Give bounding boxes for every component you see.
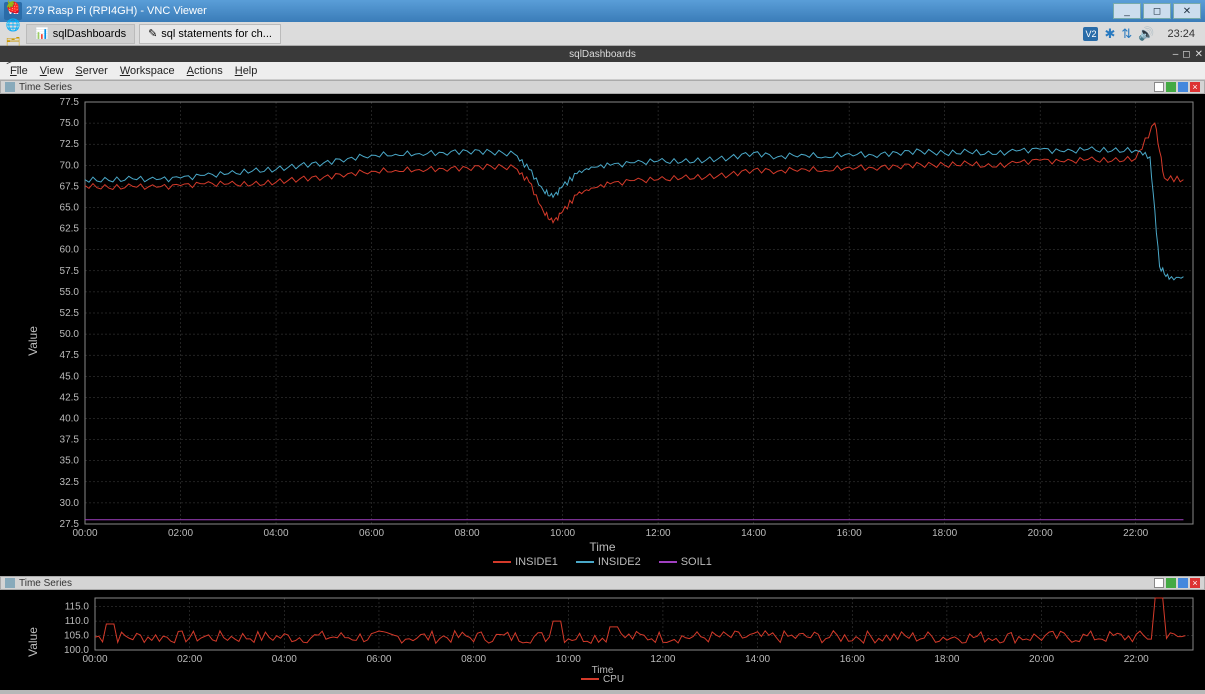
app-titlebar: sqlDashboards – ◻ ✕ xyxy=(0,46,1205,62)
panel1-btn1[interactable] xyxy=(1154,82,1164,92)
taskbar-clock: 23:24 xyxy=(1167,28,1195,40)
svg-text:30.0: 30.0 xyxy=(60,498,80,509)
vnc-tray-icon[interactable]: V2 xyxy=(1083,27,1098,41)
svg-text:65.0: 65.0 xyxy=(60,203,80,214)
svg-text:72.5: 72.5 xyxy=(60,139,80,150)
window-minimize-button[interactable]: _ xyxy=(1113,3,1141,19)
svg-text:70.0: 70.0 xyxy=(60,160,80,171)
svg-text:45.0: 45.0 xyxy=(60,371,80,382)
vnc-titlebar: V2 279 Rasp Pi (RPI4GH) - VNC Viewer _ ◻… xyxy=(0,0,1205,22)
svg-text:06:00: 06:00 xyxy=(359,528,384,539)
panel1-xlabel: Time xyxy=(589,540,615,554)
bluetooth-icon[interactable]: ✱ xyxy=(1104,26,1115,42)
svg-text:22:00: 22:00 xyxy=(1123,528,1148,539)
svg-text:02:00: 02:00 xyxy=(177,654,202,665)
panel2-icon xyxy=(5,578,15,588)
svg-text:40.0: 40.0 xyxy=(60,414,80,425)
panel2-close-button[interactable]: × xyxy=(1190,578,1200,588)
panel2-title: Time Series xyxy=(19,578,72,589)
legend-inside1: INSIDE1 xyxy=(493,556,558,568)
panel1-ylabel: Value xyxy=(26,326,40,356)
svg-text:20:00: 20:00 xyxy=(1029,654,1054,665)
panel2-header: Time Series × xyxy=(0,576,1205,590)
svg-text:22:00: 22:00 xyxy=(1124,654,1149,665)
window-maximize-button[interactable]: ◻ xyxy=(1143,3,1171,19)
svg-text:16:00: 16:00 xyxy=(837,528,862,539)
svg-text:32.5: 32.5 xyxy=(60,477,80,488)
svg-text:67.5: 67.5 xyxy=(60,181,80,192)
panel2-btn2[interactable] xyxy=(1166,578,1176,588)
panel1-chart: 27.530.032.535.037.540.042.545.047.550.0… xyxy=(0,94,1205,576)
legend-inside2: INSIDE2 xyxy=(576,556,641,568)
svg-text:14:00: 14:00 xyxy=(741,528,766,539)
svg-text:110.0: 110.0 xyxy=(65,616,90,627)
window-close-button[interactable]: ✕ xyxy=(1173,3,1201,19)
task-sqldashboards[interactable]: 📊sqlDashboards xyxy=(26,24,135,44)
menu-help[interactable]: Help xyxy=(231,65,262,77)
panel1-btn2[interactable] xyxy=(1166,82,1176,92)
svg-text:57.5: 57.5 xyxy=(60,266,80,277)
panel1-close-button[interactable]: × xyxy=(1190,82,1200,92)
svg-text:62.5: 62.5 xyxy=(60,224,80,235)
svg-text:18:00: 18:00 xyxy=(934,654,959,665)
svg-text:12:00: 12:00 xyxy=(650,654,675,665)
legend-soil1: SOIL1 xyxy=(659,556,712,568)
svg-text:08:00: 08:00 xyxy=(461,654,486,665)
svg-text:16:00: 16:00 xyxy=(840,654,865,665)
svg-text:10:00: 10:00 xyxy=(550,528,575,539)
menu-server[interactable]: Server xyxy=(71,65,111,77)
app-close-icon[interactable]: ✕ xyxy=(1195,49,1203,60)
panel2-btn3[interactable] xyxy=(1178,578,1188,588)
svg-text:00:00: 00:00 xyxy=(72,528,97,539)
svg-text:55.0: 55.0 xyxy=(60,287,80,298)
app-min-icon[interactable]: – xyxy=(1173,49,1179,60)
network-icon[interactable]: ⇅ xyxy=(1121,26,1132,42)
panel2-chart: 100.0105.0110.0115.000:0002:0004:0006:00… xyxy=(0,590,1205,690)
web-icon[interactable]: 🌐 xyxy=(4,16,22,34)
app-max-icon[interactable]: ◻ xyxy=(1182,49,1190,60)
panel1-legend: INSIDE1 INSIDE2 SOIL1 xyxy=(0,554,1205,570)
svg-text:04:00: 04:00 xyxy=(272,654,297,665)
menu-actions[interactable]: Actions xyxy=(183,65,227,77)
svg-text:08:00: 08:00 xyxy=(455,528,480,539)
svg-text:14:00: 14:00 xyxy=(745,654,770,665)
svg-text:47.5: 47.5 xyxy=(60,350,80,361)
panel2-ylabel: Value xyxy=(26,627,40,657)
svg-text:77.5: 77.5 xyxy=(60,97,80,108)
svg-text:105.0: 105.0 xyxy=(64,631,89,642)
panel1-title: Time Series xyxy=(19,82,72,93)
task-sqlstatements[interactable]: ✎sql statements for ch... xyxy=(139,24,281,44)
menu-bar: File ViewServer Workspace Actions Help xyxy=(0,62,1205,80)
volume-icon[interactable]: 🔊 xyxy=(1138,26,1154,42)
svg-text:06:00: 06:00 xyxy=(366,654,391,665)
svg-text:10:00: 10:00 xyxy=(556,654,581,665)
menu-workspace[interactable]: Workspace xyxy=(116,65,179,77)
panel2-btn1[interactable] xyxy=(1154,578,1164,588)
panel1-btn3[interactable] xyxy=(1178,82,1188,92)
svg-text:50.0: 50.0 xyxy=(60,329,80,340)
svg-text:02:00: 02:00 xyxy=(168,528,193,539)
svg-text:115.0: 115.0 xyxy=(65,602,90,613)
svg-text:42.5: 42.5 xyxy=(60,392,80,403)
menu-file[interactable]: File xyxy=(6,65,32,77)
panel2-xlabel: Time xyxy=(592,665,614,676)
svg-text:00:00: 00:00 xyxy=(82,654,107,665)
app-title: sqlDashboards xyxy=(569,49,636,60)
svg-text:75.0: 75.0 xyxy=(60,118,80,129)
svg-text:20:00: 20:00 xyxy=(1028,528,1053,539)
menu-view[interactable]: View xyxy=(36,65,68,77)
svg-text:18:00: 18:00 xyxy=(932,528,957,539)
panel1-header: Time Series × xyxy=(0,80,1205,94)
svg-text:52.5: 52.5 xyxy=(60,308,80,319)
raspberry-icon[interactable]: 🍓 xyxy=(4,0,22,16)
pi-taskbar: 🍓🌐🗂>_ 📊sqlDashboards✎sql statements for … xyxy=(0,22,1205,46)
svg-text:12:00: 12:00 xyxy=(646,528,671,539)
svg-text:35.0: 35.0 xyxy=(60,456,80,467)
svg-text:37.5: 37.5 xyxy=(60,435,80,446)
vnc-window-title: 279 Rasp Pi (RPI4GH) - VNC Viewer xyxy=(26,5,207,17)
svg-text:04:00: 04:00 xyxy=(264,528,289,539)
panel1-icon xyxy=(5,82,15,92)
svg-text:60.0: 60.0 xyxy=(60,245,80,256)
